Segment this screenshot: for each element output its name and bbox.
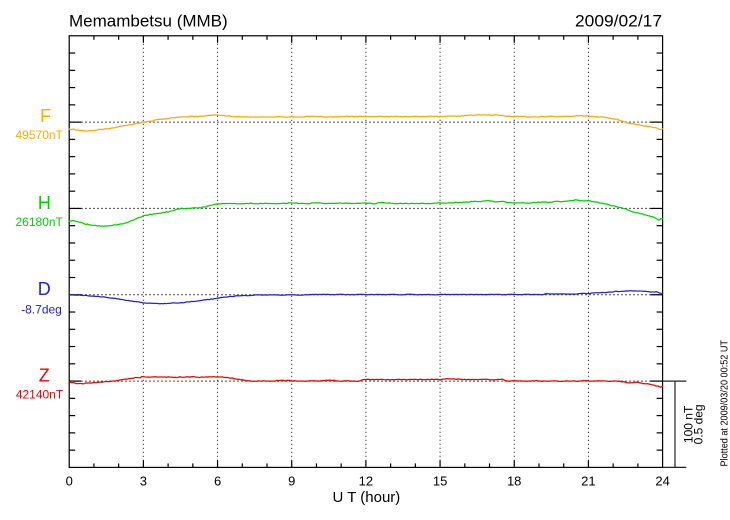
svg-text:42140nT: 42140nT [16, 388, 64, 402]
svg-text:24: 24 [655, 474, 669, 489]
svg-text:0: 0 [66, 474, 73, 489]
svg-text:2009/02/17: 2009/02/17 [575, 11, 662, 30]
svg-text:3: 3 [140, 474, 147, 489]
svg-text:100 nT: 100 nT [682, 405, 696, 443]
svg-text:6: 6 [214, 474, 221, 489]
svg-text:26180nT: 26180nT [16, 215, 64, 229]
svg-text:Plotted at 2009/03/20 00:52 UT: Plotted at 2009/03/20 00:52 UT [719, 340, 730, 467]
svg-text:D: D [38, 279, 51, 299]
svg-text:12: 12 [359, 474, 373, 489]
svg-text:15: 15 [433, 474, 447, 489]
svg-text:49570nT: 49570nT [16, 128, 64, 142]
svg-text:H: H [38, 193, 51, 213]
svg-text:F: F [40, 106, 51, 126]
svg-text:Z: Z [39, 366, 50, 386]
svg-text:0.5 deg: 0.5 deg [691, 404, 705, 444]
svg-text:9: 9 [288, 474, 295, 489]
svg-text:-8.7deg: -8.7deg [21, 302, 62, 316]
svg-text:Memambetsu (MMB): Memambetsu (MMB) [69, 12, 228, 31]
svg-text:U T (hour): U T (hour) [332, 489, 400, 506]
svg-text:21: 21 [581, 474, 595, 489]
svg-text:18: 18 [507, 474, 521, 489]
